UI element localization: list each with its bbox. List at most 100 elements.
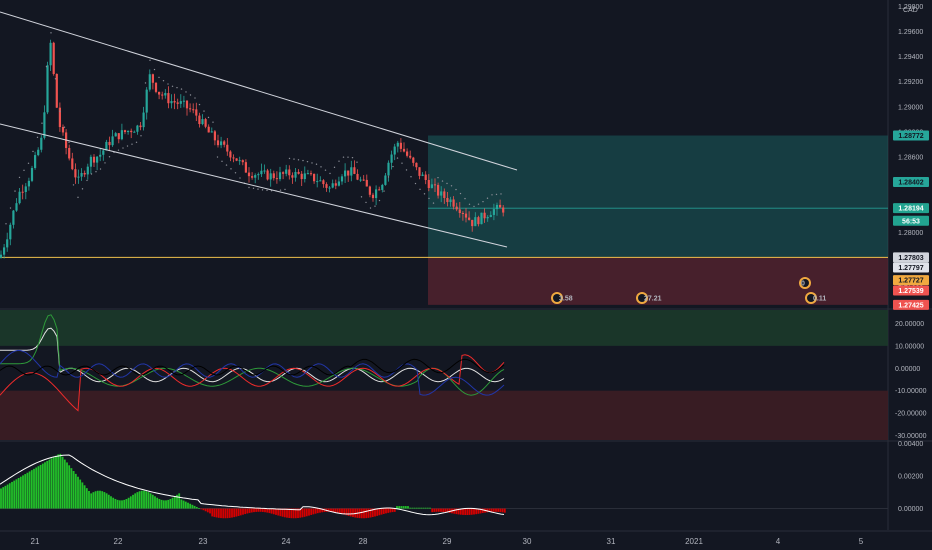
osc-bar bbox=[88, 491, 90, 509]
sar-dot bbox=[378, 199, 381, 202]
osc-bar bbox=[11, 481, 13, 509]
candle-body bbox=[427, 180, 430, 188]
osc-bar bbox=[391, 508, 394, 513]
sar-dot bbox=[414, 182, 417, 185]
event-marker-label: 0 bbox=[801, 281, 805, 288]
candle-body bbox=[92, 156, 96, 163]
osc-bar bbox=[327, 508, 330, 512]
adx-tick-label: 20.00000 bbox=[895, 321, 924, 328]
candle-body bbox=[390, 154, 393, 163]
date-tick-label: 4 bbox=[776, 537, 781, 546]
candle-body bbox=[328, 187, 331, 189]
adx-blue-line bbox=[0, 349, 505, 396]
price-tick-label: 1.29400 bbox=[898, 54, 923, 61]
price-tag[interactable] bbox=[893, 130, 929, 141]
osc-bar bbox=[387, 508, 390, 513]
osc-bar bbox=[490, 508, 493, 512]
price-tag-label: 1.27539 bbox=[898, 288, 923, 295]
osc-tick-label: 0.00200 bbox=[898, 474, 923, 481]
osc-bar bbox=[259, 508, 262, 512]
candle-body bbox=[235, 158, 238, 161]
osc-bar bbox=[396, 506, 398, 509]
sar-dot bbox=[338, 160, 340, 162]
sar-dot bbox=[311, 162, 313, 164]
candle-body bbox=[43, 112, 46, 138]
candle-body bbox=[158, 91, 161, 95]
osc-bar bbox=[176, 494, 178, 509]
osc-bar bbox=[367, 508, 370, 518]
channel-lower-line[interactable] bbox=[0, 123, 508, 248]
candle-body bbox=[74, 169, 77, 178]
candle-body bbox=[285, 169, 288, 174]
osc-bar bbox=[332, 508, 335, 513]
candle-body bbox=[136, 125, 139, 132]
price-tag[interactable] bbox=[893, 299, 929, 310]
price-tag[interactable] bbox=[893, 285, 929, 296]
candle-body bbox=[337, 181, 340, 186]
price-tag[interactable] bbox=[893, 275, 929, 286]
osc-bar bbox=[195, 506, 198, 509]
osc-bar bbox=[281, 508, 284, 517]
osc-bar bbox=[294, 508, 297, 519]
candle-body bbox=[9, 224, 12, 240]
osc-bar bbox=[28, 471, 31, 509]
osc-bar bbox=[35, 467, 38, 509]
osc-bar bbox=[215, 508, 218, 518]
osc-bar bbox=[96, 490, 99, 509]
price-tag[interactable] bbox=[893, 215, 929, 226]
candle-body bbox=[108, 141, 111, 146]
osc-bar bbox=[138, 491, 141, 509]
sar-dot bbox=[90, 173, 93, 175]
candle-body bbox=[96, 156, 99, 163]
osc-bar bbox=[253, 508, 255, 513]
osc-bar bbox=[105, 493, 108, 509]
price-tag[interactable] bbox=[893, 177, 929, 188]
osc-bar bbox=[277, 508, 280, 516]
osc-bar bbox=[184, 501, 187, 509]
osc-bar bbox=[204, 508, 207, 512]
osc-bar bbox=[455, 508, 458, 515]
candle-body bbox=[263, 170, 266, 172]
osc-bar bbox=[107, 494, 110, 509]
sar-dot bbox=[302, 159, 304, 162]
candle-body bbox=[303, 173, 306, 180]
sar-dot bbox=[410, 176, 412, 178]
candle-body bbox=[99, 154, 102, 157]
osc-bar bbox=[497, 508, 500, 512]
sar-dot bbox=[387, 176, 390, 178]
osc-bar bbox=[178, 493, 181, 509]
channel-upper-line[interactable] bbox=[0, 11, 518, 171]
candle-body bbox=[251, 176, 254, 178]
candle-body bbox=[24, 186, 27, 192]
candle-body bbox=[464, 213, 468, 218]
candle-body bbox=[89, 156, 92, 167]
osc-bar bbox=[63, 459, 66, 509]
candle-body bbox=[18, 191, 21, 204]
candle-body bbox=[275, 178, 278, 180]
osc-bar bbox=[182, 500, 185, 509]
candle-body bbox=[359, 179, 362, 181]
osc-bar bbox=[473, 508, 475, 515]
osc-bar bbox=[103, 492, 106, 509]
osc-bar bbox=[211, 508, 214, 517]
price-tag-label: 1.28402 bbox=[898, 180, 923, 187]
candle-body bbox=[300, 173, 303, 180]
price-tag[interactable] bbox=[893, 252, 929, 263]
sar-dot bbox=[203, 110, 205, 112]
osc-bar bbox=[422, 507, 425, 509]
profit-zone[interactable] bbox=[428, 135, 888, 258]
osc-bar bbox=[415, 507, 418, 509]
osc-bar bbox=[213, 508, 216, 517]
osc-bar bbox=[160, 499, 163, 509]
osc-bar bbox=[220, 508, 222, 519]
candle-body bbox=[350, 167, 353, 176]
osc-bar bbox=[316, 508, 319, 514]
sar-dot bbox=[459, 192, 462, 195]
sar-dot bbox=[212, 121, 214, 123]
osc-bar bbox=[231, 508, 233, 518]
price-tag[interactable] bbox=[893, 262, 929, 273]
price-tag[interactable] bbox=[893, 203, 929, 214]
candle-body bbox=[260, 170, 263, 175]
sar-dot bbox=[257, 188, 259, 190]
